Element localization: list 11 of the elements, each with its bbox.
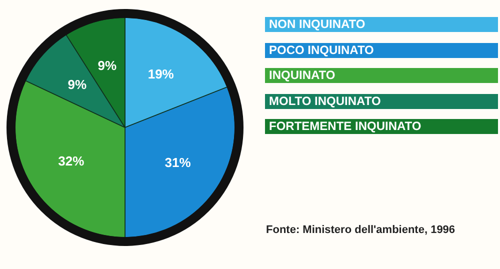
legend-label: MOLTO INQUINATO (268, 94, 382, 108)
data-label: 19% (148, 66, 174, 82)
legend-label: FORTEMENTE INQUINATO (268, 119, 422, 134)
data-label: 9% (98, 58, 118, 73)
legend-label: INQUINATO (268, 68, 336, 83)
data-label: 9% (68, 76, 87, 92)
legend-label: POCO INQUINATO (268, 42, 375, 58)
legend-label: NON INQUINATO (268, 17, 366, 32)
data-label: 31% (164, 154, 192, 170)
data-label: 32% (58, 153, 85, 168)
source-note: Fonte: Ministero dell'ambiente, 1996 (266, 224, 456, 236)
